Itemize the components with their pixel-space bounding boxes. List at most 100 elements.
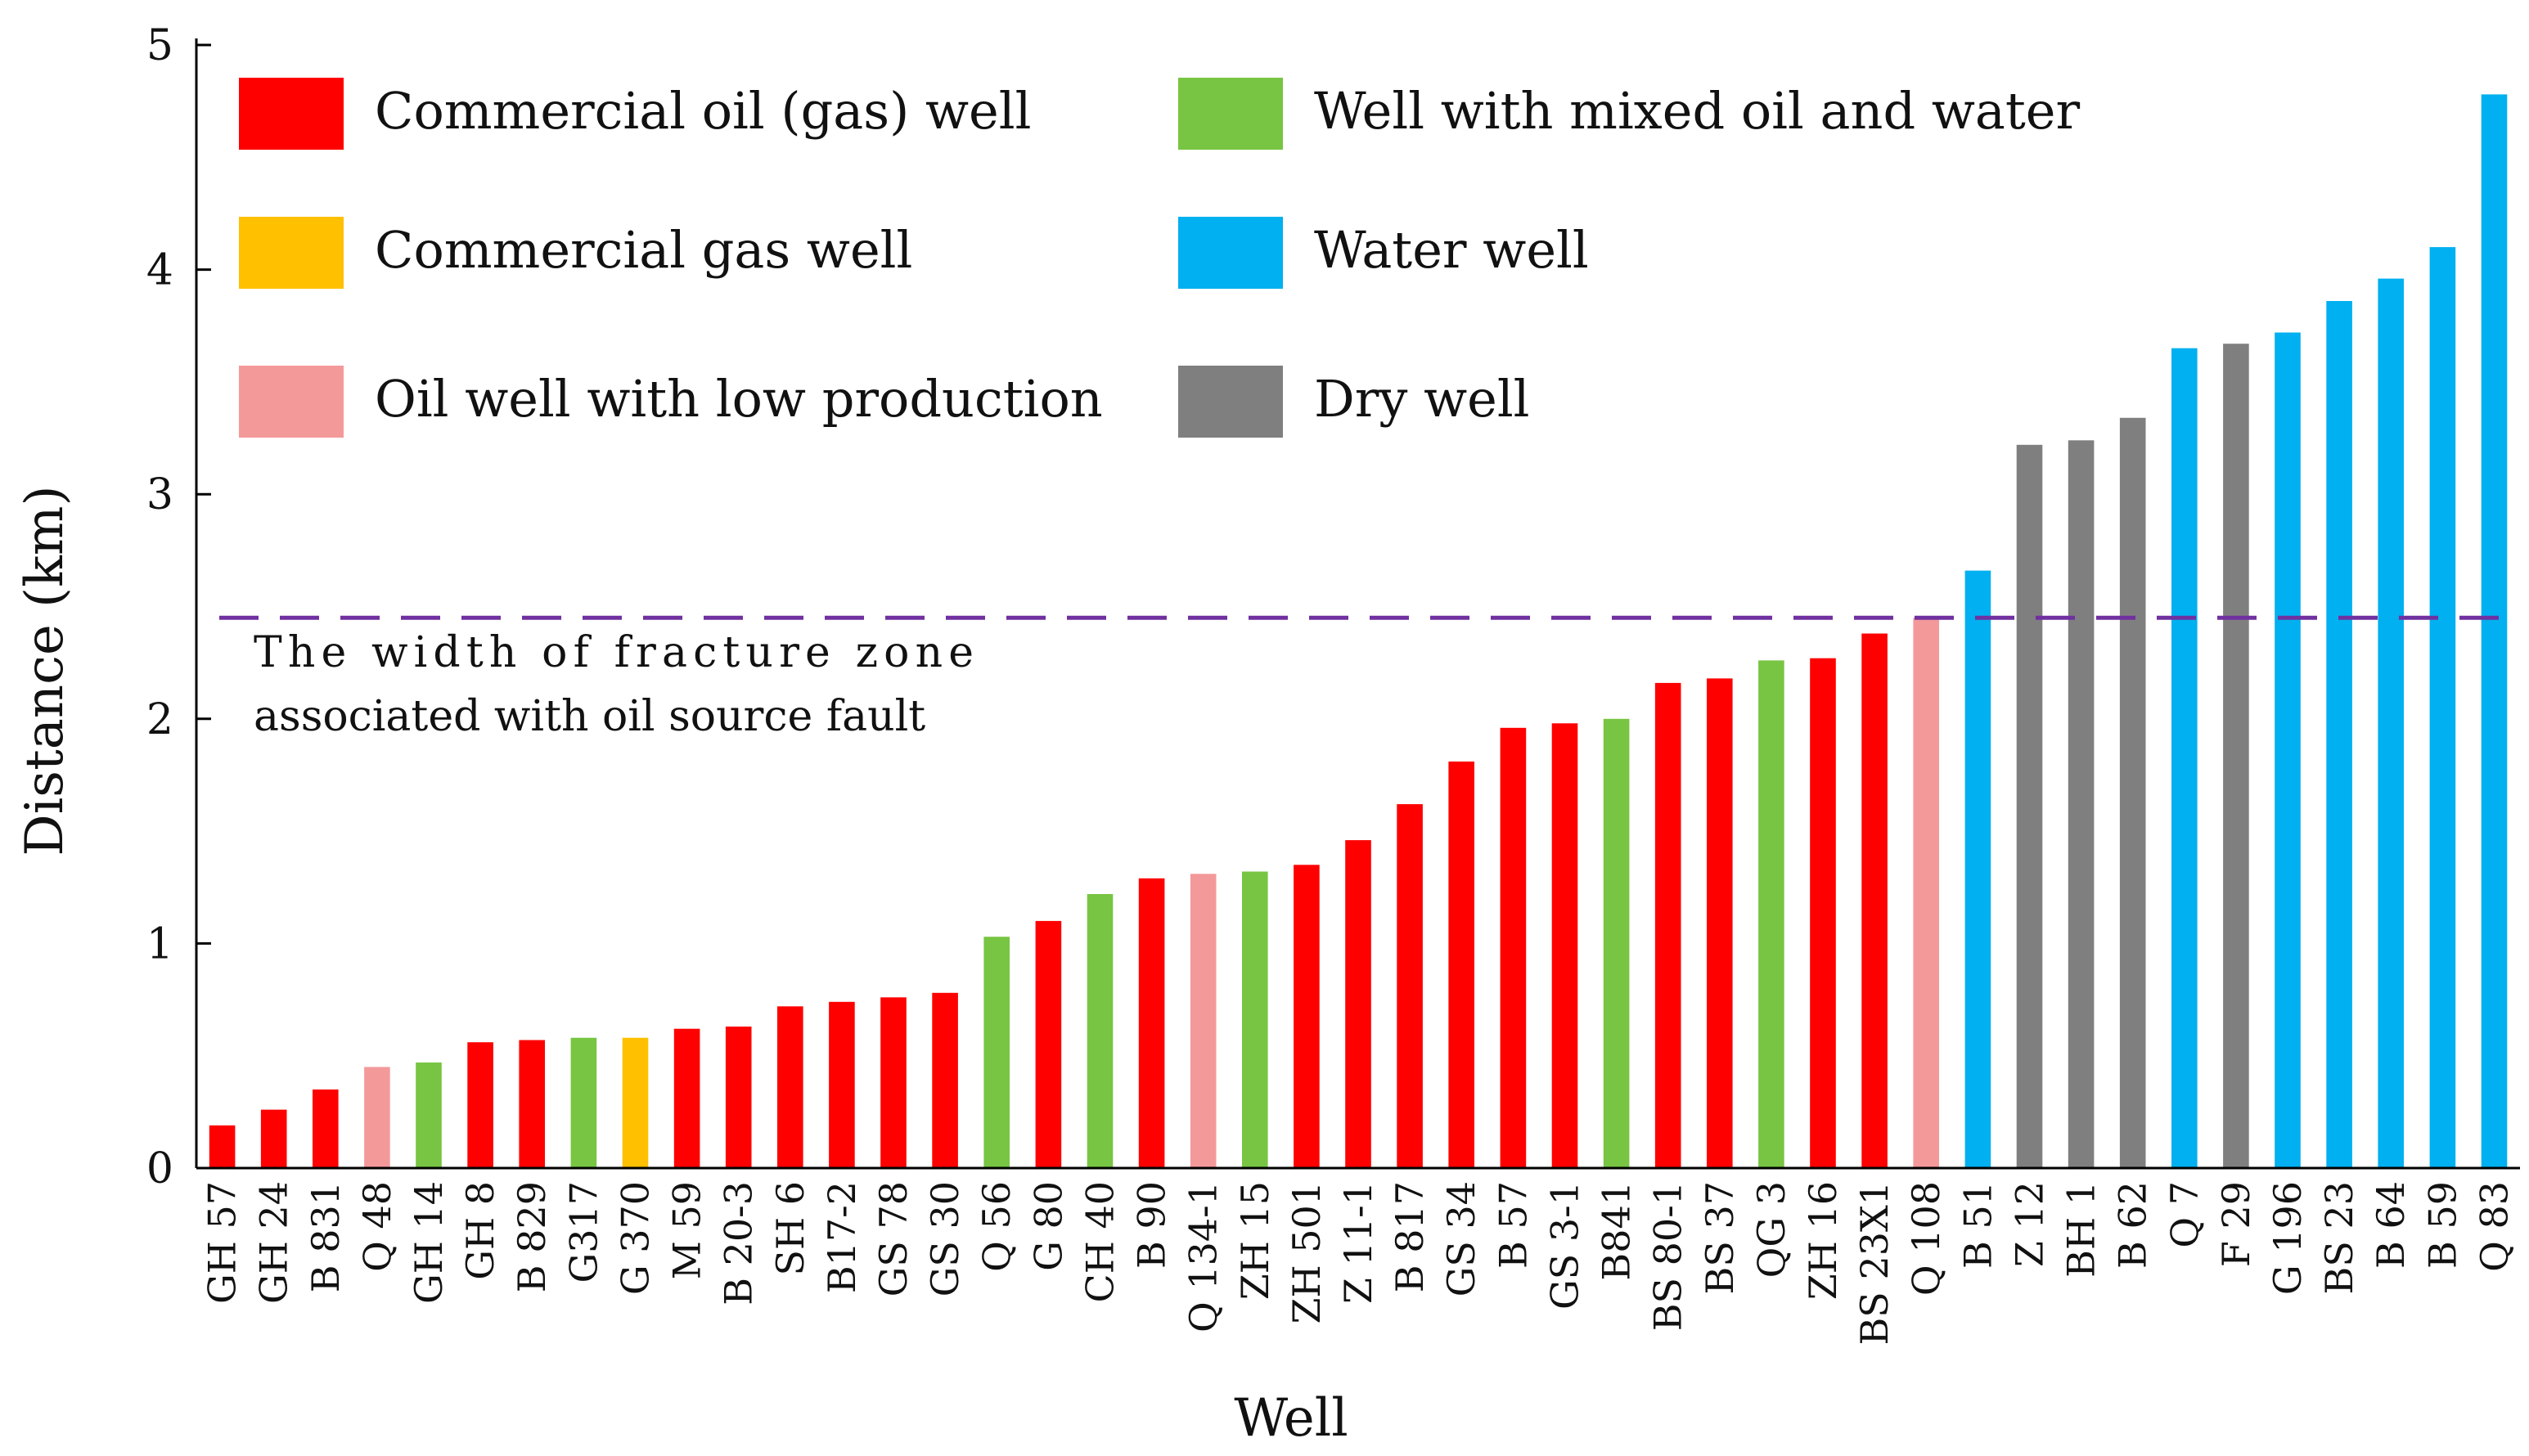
bar-g80 [1035, 920, 1062, 1168]
bar-bs80-1 [1654, 682, 1681, 1168]
bar-gs78 [880, 997, 907, 1168]
x-tick-label: B841 [1595, 1181, 1639, 1281]
x-tick-label: CH 40 [1078, 1181, 1122, 1302]
axes-group: 0 1 2 3 4 5 [146, 21, 2520, 1193]
x-tick-label: GH 8 [458, 1181, 502, 1280]
legend-swatch-commercial-gas [239, 217, 344, 289]
bar-b64 [2378, 278, 2404, 1169]
y-axis-title: Distance (km) [15, 485, 75, 856]
x-tick-label: B 57 [1491, 1181, 1535, 1269]
y-tick-label: 5 [146, 21, 173, 70]
legend-label-low-production: Oil well with low production [375, 369, 1103, 429]
x-tick-label: GH 24 [252, 1181, 296, 1304]
bar-sh6 [777, 1006, 803, 1168]
bar-q108 [1913, 618, 1939, 1168]
bar-zh501 [1294, 865, 1320, 1168]
bar-b829 [519, 1040, 545, 1168]
x-axis-title: Well [1234, 1388, 1348, 1449]
bar-b841 [1603, 718, 1630, 1168]
bar-g196 [2275, 332, 2301, 1168]
bar-ch40 [1087, 894, 1114, 1168]
x-tick-label: B 90 [1130, 1181, 1174, 1269]
x-tick-label: QG 3 [1749, 1181, 1793, 1278]
bar-bh1 [2068, 440, 2095, 1168]
x-tick-label: Q 83 [2472, 1181, 2516, 1272]
x-tick-label: ZH 16 [1801, 1181, 1845, 1300]
x-tick-label: Q 134-1 [1181, 1181, 1226, 1332]
x-tick-label: B 20-3 [717, 1181, 761, 1305]
x-tick-label: M 59 [665, 1181, 709, 1279]
legend-label-commercial-oil: Commercial oil (gas) well [375, 81, 1031, 141]
legend-swatch-water [1178, 217, 1283, 289]
x-tick-label: BS 23 [2317, 1181, 2361, 1294]
y-tick-label: 3 [146, 470, 173, 519]
legend-label-dry: Dry well [1314, 369, 1530, 429]
x-tick-label: B 831 [304, 1181, 348, 1292]
bar-z12 [2016, 444, 2043, 1168]
bar-b817 [1397, 804, 1423, 1168]
bar-gh57 [209, 1125, 236, 1168]
bar-b51 [1964, 570, 1991, 1168]
bar-b90 [1138, 878, 1165, 1168]
x-tick-label: SH 6 [768, 1181, 812, 1276]
x-tick-label: BS 37 [1698, 1181, 1742, 1294]
bar-bs23 [2326, 301, 2352, 1168]
x-tick-label: GS 3-1 [1542, 1181, 1586, 1310]
bar-g370 [622, 1037, 649, 1168]
legend: Commercial oil (gas) well Commercial gas … [239, 78, 2080, 438]
x-tick-label: G 80 [1026, 1181, 1070, 1271]
y-tick-label: 0 [146, 1144, 173, 1193]
bar-q48 [364, 1067, 390, 1168]
x-tick-label: GS 34 [1439, 1181, 1483, 1296]
legend-swatch-low-production [239, 366, 344, 438]
x-tick-label: GH 57 [200, 1181, 245, 1304]
x-tick-label: GS 78 [871, 1181, 916, 1296]
bar-z11-1 [1345, 840, 1371, 1168]
x-tick-label: Z 12 [2007, 1181, 2051, 1267]
bar-gs30 [932, 992, 958, 1168]
bar-zh16 [1810, 658, 1836, 1168]
x-tick-label: BS 80-1 [1646, 1181, 1690, 1331]
bar-bs23x1 [1861, 633, 1888, 1168]
bar-b57 [1500, 727, 1527, 1168]
bar-gh14 [416, 1062, 442, 1168]
x-tick-label: Q 108 [1904, 1181, 1948, 1296]
x-tick-label: ZH 15 [1233, 1181, 1277, 1300]
x-tick-label: G317 [561, 1181, 605, 1283]
x-tick-label: Q 56 [974, 1181, 1019, 1272]
bar-m59 [673, 1028, 700, 1168]
y-tick-label: 1 [146, 919, 173, 968]
bar-gs34 [1448, 762, 1474, 1168]
x-tick-label: ZH 501 [1285, 1181, 1329, 1324]
y-tick-label: 4 [146, 246, 173, 295]
bar-b20-3 [725, 1027, 752, 1168]
x-tick-label: BS 23X1 [1852, 1181, 1897, 1346]
x-tick-label: G 370 [613, 1181, 657, 1295]
bar-b59 [2429, 247, 2456, 1169]
bar-gh8 [467, 1042, 493, 1168]
x-tick-label: Q 7 [2162, 1181, 2207, 1248]
bar-gh24 [260, 1109, 287, 1168]
bar-g317 [570, 1037, 597, 1168]
bar-gs3-1 [1551, 723, 1578, 1168]
bar-q134-1 [1190, 874, 1217, 1168]
bar-b62 [2119, 417, 2146, 1168]
legend-label-commercial-gas: Commercial gas well [375, 220, 912, 280]
x-tick-label: B 829 [510, 1181, 554, 1292]
bar-bs37 [1707, 678, 1733, 1168]
bar-qg3 [1758, 660, 1784, 1168]
bar-q56 [983, 937, 1010, 1168]
legend-swatch-dry [1178, 366, 1283, 438]
x-tick-label: GH 14 [407, 1181, 451, 1304]
x-tick-label: F 29 [2214, 1181, 2258, 1267]
x-tick-label: BH 1 [2059, 1181, 2104, 1278]
threshold-annotation-line2: associated with oil source fault [254, 692, 925, 741]
legend-swatch-mixed [1178, 78, 1283, 150]
bar-q7 [2171, 348, 2198, 1168]
x-tick-label: B 817 [1388, 1181, 1432, 1292]
y-tick-label: 2 [146, 695, 173, 744]
x-tick-label: B 51 [1955, 1181, 2000, 1269]
bar-b831 [313, 1089, 339, 1168]
